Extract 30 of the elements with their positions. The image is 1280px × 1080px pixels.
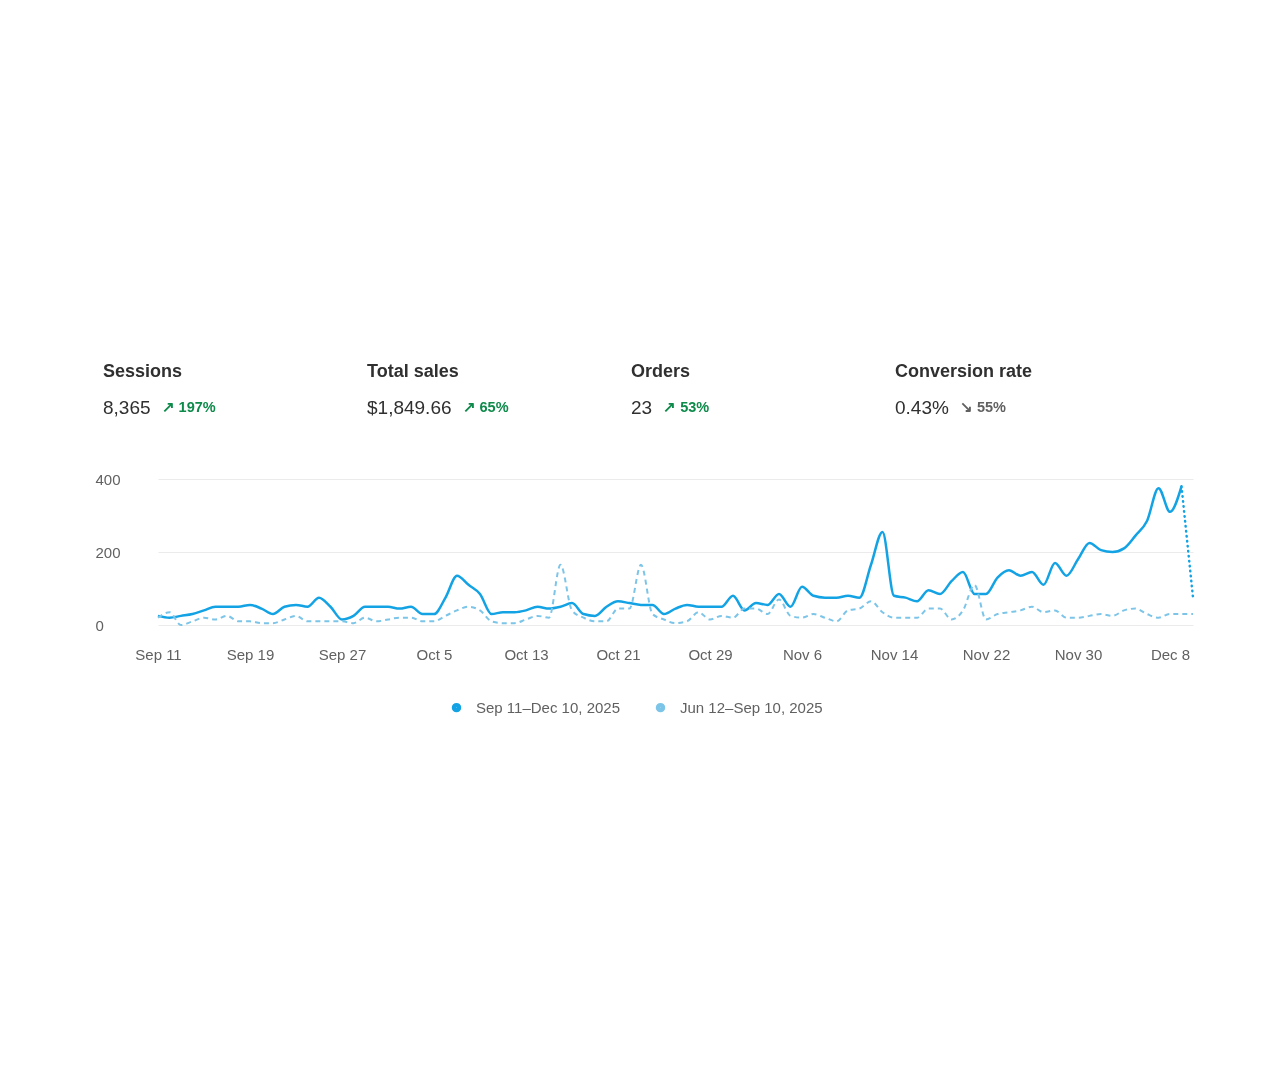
text: ↗ 53% <box>663 399 710 415</box>
x-tick-label: Nov 30 <box>1054 645 1103 663</box>
text: ↘ 55% <box>959 399 1007 415</box>
x-tick-label: Oct 21 <box>596 645 641 663</box>
line-series <box>157 563 1194 626</box>
legend-label: Sep 11–Dec 10, 2025 <box>476 698 621 716</box>
x-tick-label: Sep 11 <box>135 645 182 663</box>
y-tick-label: 0 <box>95 616 104 634</box>
x-tick-label: Oct 5 <box>416 645 453 663</box>
text: ↗ 65% <box>462 399 509 415</box>
x-tick-label: Dec 8 <box>1150 645 1191 663</box>
legend-label: Jun 12–Sep 10, 2025 <box>680 698 823 716</box>
category-label: Orders <box>631 361 691 381</box>
category-label: Conversion rate <box>895 361 1033 381</box>
x-tick-label: Nov 14 <box>870 645 919 663</box>
text: 23 <box>631 397 653 418</box>
x-tick-label: Sep 27 <box>318 645 367 663</box>
text: 0.43% <box>895 397 949 418</box>
category-label: Sessions <box>103 361 183 381</box>
x-tick-label: Nov 6 <box>782 645 823 663</box>
x-tick-label: Nov 22 <box>962 645 1011 663</box>
x-tick-label: Oct 29 <box>688 645 733 663</box>
y-tick-label: 200 <box>95 543 121 561</box>
x-tick-label: Oct 13 <box>504 645 549 663</box>
y-tick-label: 400 <box>95 470 121 488</box>
category-label: Total sales <box>367 361 459 381</box>
text: 8,365 <box>103 397 151 418</box>
text: ↗ 197% <box>161 399 216 415</box>
x-tick-label: Sep 19 <box>226 645 275 663</box>
text: $1,849.66 <box>367 397 452 418</box>
